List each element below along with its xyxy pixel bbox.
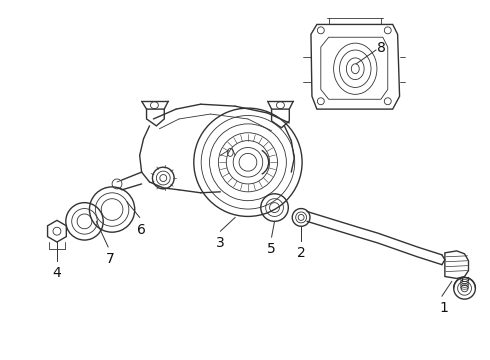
Text: 2: 2 — [297, 246, 305, 260]
Text: 7: 7 — [106, 252, 115, 266]
Text: 4: 4 — [52, 266, 61, 280]
Text: 8: 8 — [377, 41, 386, 55]
Text: 5: 5 — [267, 242, 276, 256]
Text: 3: 3 — [216, 236, 225, 250]
Text: 1: 1 — [440, 301, 448, 315]
Text: 6: 6 — [137, 223, 146, 237]
